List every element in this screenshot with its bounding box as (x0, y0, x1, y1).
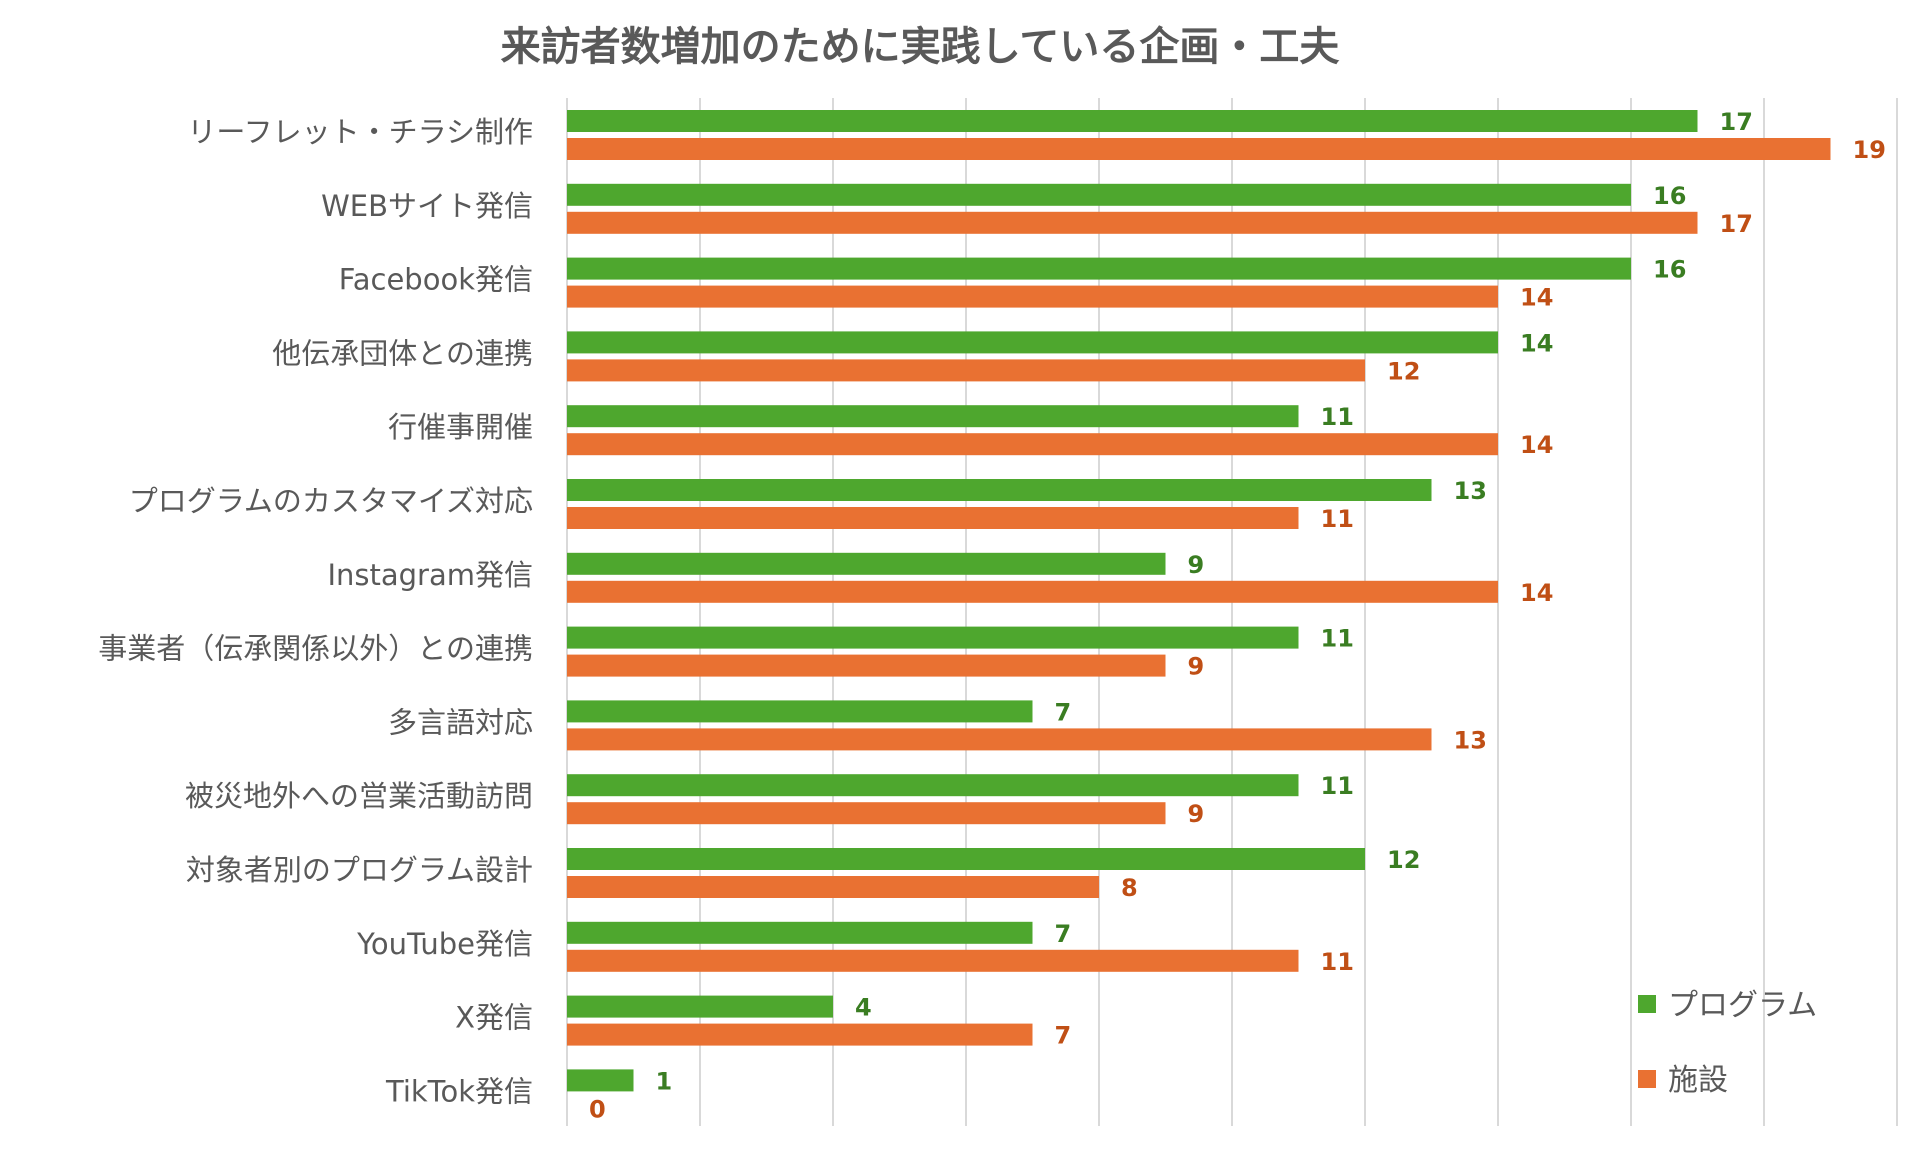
bar-program (567, 110, 1698, 132)
category-label: WEBサイト発信 (321, 189, 533, 223)
data-label: 9 (1188, 551, 1205, 579)
category-label: YouTube発信 (356, 927, 533, 961)
category-label: 行催事開催 (388, 410, 533, 444)
bar-program (567, 921, 1033, 944)
category-label: 事業者（伝承関係以外）との連携 (98, 632, 533, 666)
category-label: プログラムのカスタマイズ対応 (129, 484, 533, 518)
bar-program (567, 774, 1299, 797)
bar-facility (567, 507, 1299, 529)
bar-program (567, 700, 1033, 723)
data-label: 8 (1121, 874, 1138, 902)
bar-facility (567, 433, 1498, 456)
data-label: 11 (1321, 403, 1354, 431)
category-label: リーフレット・チラシ制作 (187, 115, 533, 149)
bar-facility (567, 1023, 1033, 1046)
data-label: 7 (1055, 698, 1072, 726)
category-label: Facebook発信 (339, 263, 533, 297)
category-label: 対象者別のプログラム設計 (186, 853, 533, 887)
bar-program (567, 405, 1299, 428)
data-label: 14 (1520, 329, 1553, 357)
data-label: 13 (1454, 726, 1487, 754)
data-label: 9 (1188, 653, 1205, 681)
legend-label: 施設 (1668, 1063, 1728, 1098)
bar-program (567, 479, 1432, 501)
bar-program (567, 848, 1365, 870)
bar-facility (567, 728, 1432, 751)
bar-facility (567, 949, 1299, 972)
data-label: 17 (1720, 210, 1753, 238)
data-label: 14 (1520, 431, 1553, 459)
data-label: 12 (1387, 846, 1420, 874)
data-label: 11 (1321, 505, 1354, 533)
bar-program (567, 331, 1498, 354)
data-label: 9 (1188, 800, 1205, 828)
bar-program (567, 552, 1166, 575)
category-label: 多言語対応 (388, 705, 533, 739)
data-label: 17 (1720, 108, 1753, 136)
data-label: 11 (1321, 948, 1354, 976)
bar-facility (567, 211, 1698, 234)
data-label: 11 (1321, 625, 1354, 653)
bar-program (567, 995, 833, 1018)
bar-facility (567, 359, 1365, 382)
data-label: 16 (1653, 182, 1686, 210)
chart-title: 来訪者数増加のために実践している企画・工夫 (501, 24, 1341, 70)
data-label: 11 (1321, 772, 1354, 800)
category-label: 被災地外への営業活動訪問 (185, 779, 533, 813)
data-label: 14 (1520, 579, 1553, 607)
data-label: 7 (1055, 1022, 1072, 1050)
bar-facility (567, 580, 1498, 603)
bar-program (567, 1069, 634, 1092)
data-label: 4 (855, 994, 872, 1022)
category-label: 他伝承団体との連携 (272, 336, 533, 370)
bar-program (567, 626, 1299, 649)
bar-facility (567, 876, 1099, 898)
data-label: 0 (589, 1095, 606, 1123)
legend-swatch (1638, 995, 1656, 1013)
data-label: 16 (1653, 256, 1686, 284)
data-label: 13 (1454, 477, 1487, 505)
category-label: X発信 (455, 1001, 533, 1035)
legend-swatch (1638, 1070, 1656, 1088)
category-label: Instagram発信 (327, 558, 533, 592)
data-label: 7 (1055, 920, 1072, 948)
bar-program (567, 183, 1631, 206)
bar-facility (567, 138, 1831, 160)
legend-label: プログラム (1668, 988, 1817, 1023)
bar-facility (567, 654, 1166, 677)
data-label: 1 (656, 1067, 673, 1095)
data-label: 12 (1387, 357, 1420, 385)
bar-facility (567, 802, 1166, 825)
bar-facility (567, 285, 1498, 308)
category-label: TikTok発信 (385, 1074, 533, 1108)
data-label: 19 (1853, 136, 1886, 164)
data-label: 14 (1520, 284, 1553, 312)
bar-program (567, 257, 1631, 280)
